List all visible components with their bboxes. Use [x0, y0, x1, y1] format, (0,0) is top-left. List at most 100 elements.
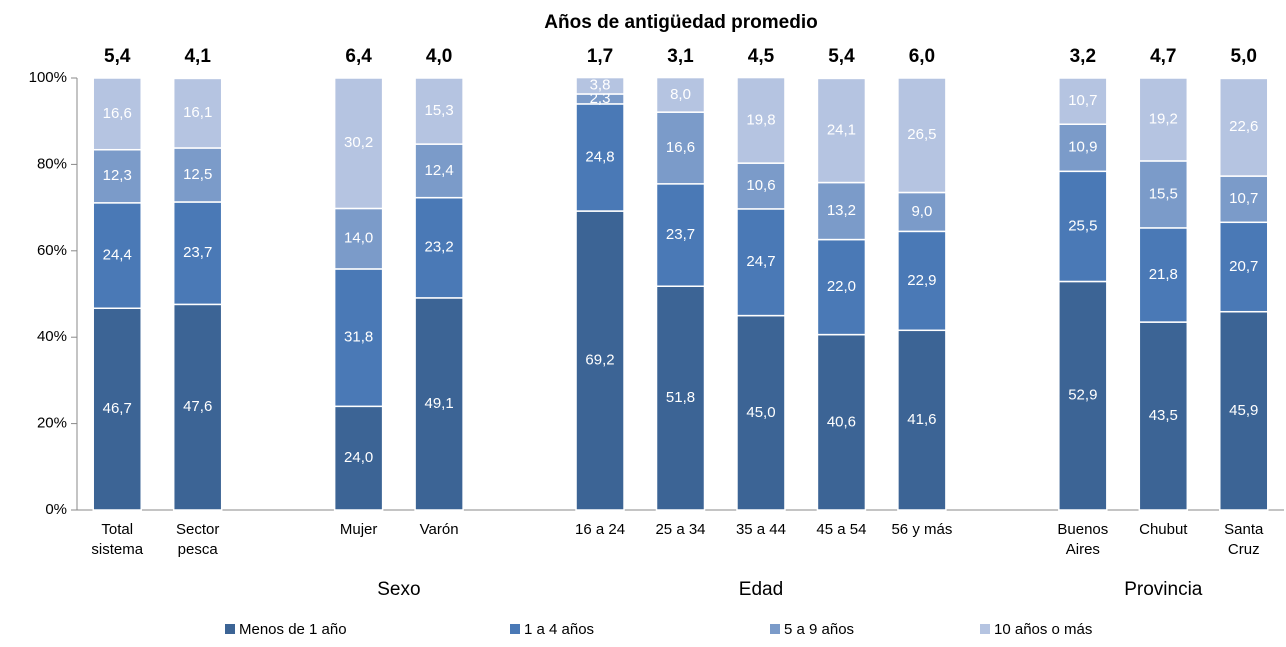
- bar-segment: [816, 77, 867, 184]
- value-label: 19,8: [746, 111, 775, 128]
- bar-segment: [92, 148, 142, 204]
- value-label: 20,7: [1229, 258, 1258, 275]
- value-label: 9,0: [911, 203, 932, 220]
- average-label: 5,0: [1231, 46, 1257, 67]
- bar-segment: [1058, 280, 1108, 511]
- bar-segment: [1138, 160, 1189, 229]
- x-tick-label: 56 y más: [891, 521, 952, 538]
- bar-segment: [414, 297, 464, 511]
- bar-segment: [897, 191, 947, 233]
- legend-swatch: [225, 624, 235, 634]
- bar-segment: [333, 268, 384, 408]
- value-label: 31,8: [344, 329, 373, 346]
- bar-segment: [172, 303, 223, 511]
- x-tick-label-line: Santa: [1224, 521, 1264, 538]
- legend-label: 5 a 9 años: [784, 621, 854, 638]
- bar-segment: [1138, 321, 1189, 511]
- value-label: 30,2: [344, 134, 373, 151]
- legend-swatch: [510, 624, 520, 634]
- x-tick-label: 25 a 34: [655, 521, 705, 538]
- bar-segment: [333, 207, 384, 270]
- value-label: 19,2: [1149, 110, 1178, 127]
- bar-segment: [736, 76, 786, 164]
- x-tick-label-line: Sector: [176, 521, 219, 538]
- value-label: 22,6: [1229, 118, 1258, 135]
- average-label: 3,2: [1070, 46, 1096, 67]
- average-label: 4,7: [1150, 46, 1176, 67]
- y-tick-label: 100%: [29, 69, 67, 86]
- bar-segment: [92, 202, 142, 310]
- x-tick-label: Sector pesca: [176, 521, 219, 558]
- bar-segment: [575, 210, 625, 511]
- value-label: 12,4: [424, 162, 453, 179]
- average-label: 5,4: [104, 46, 131, 67]
- value-label: 24,4: [103, 247, 132, 264]
- x-tick-label: Mujer: [340, 521, 378, 538]
- x-tick-label: 16 a 24: [575, 521, 625, 538]
- value-label: 24,8: [585, 148, 614, 165]
- value-label: 16,1: [183, 104, 212, 121]
- value-label: 46,7: [103, 400, 132, 417]
- value-label: 47,6: [183, 398, 212, 415]
- group-label: Edad: [739, 579, 783, 600]
- bar-segment: [414, 77, 464, 145]
- value-label: 12,5: [183, 166, 212, 183]
- value-label: 24,1: [827, 121, 856, 138]
- x-tick-label-line: Aires: [1066, 541, 1100, 558]
- value-label: 52,9: [1068, 387, 1097, 404]
- value-label: 23,7: [666, 226, 695, 243]
- legend-swatch: [770, 624, 780, 634]
- y-tick-label: 40%: [37, 328, 67, 345]
- bar-segment: [333, 77, 384, 210]
- bar-segment: [1219, 175, 1269, 224]
- x-tick-label: Chubut: [1139, 521, 1188, 538]
- legend-swatch: [980, 624, 990, 634]
- x-tick-label: Buenos Aires: [1057, 521, 1108, 558]
- group-label: Provincia: [1124, 579, 1203, 600]
- bar-segment: [655, 76, 706, 113]
- average-label: 3,1: [667, 46, 694, 67]
- legend-label: 10 años o más: [994, 621, 1092, 638]
- x-tick-label: Total sistema: [91, 521, 143, 558]
- bar-segment: [575, 76, 625, 95]
- bar-segment: [816, 333, 867, 511]
- value-label: 15,3: [424, 102, 453, 119]
- value-label: 16,6: [666, 139, 695, 156]
- average-label: 4,0: [426, 46, 452, 67]
- bar-segment: [816, 181, 867, 241]
- value-label: 51,8: [666, 389, 695, 406]
- bar-segment: [1058, 170, 1108, 283]
- value-label: 22,9: [907, 272, 936, 289]
- value-label: 15,5: [1149, 185, 1178, 202]
- legend-label: 1 a 4 años: [524, 621, 594, 638]
- y-tick-label: 60%: [37, 242, 67, 259]
- x-tick-label: Varón: [420, 521, 459, 538]
- bar-segment: [575, 103, 625, 212]
- bar-segment: [655, 111, 706, 185]
- x-tick-label-line: sistema: [91, 541, 143, 558]
- x-tick-label: Santa Cruz: [1224, 521, 1264, 558]
- value-label: 8,0: [670, 86, 691, 103]
- value-label: 24,0: [344, 449, 373, 466]
- bar-segment: [1138, 227, 1189, 323]
- bar-segment: [333, 405, 384, 511]
- bar-segment: [1219, 310, 1269, 511]
- average-label: 4,5: [748, 46, 775, 67]
- value-label: 10,6: [746, 177, 775, 194]
- average-label: 6,4: [345, 46, 372, 67]
- y-tick-label: 0%: [45, 501, 67, 518]
- value-label: 3,8: [590, 77, 611, 94]
- x-tick-label-line: Cruz: [1228, 541, 1260, 558]
- legend-label: Menos de 1 año: [239, 621, 347, 638]
- value-label: 25,5: [1068, 217, 1097, 234]
- x-tick-label-line: Buenos: [1057, 521, 1108, 538]
- value-label: 45,9: [1229, 402, 1258, 419]
- bar-segment: [736, 208, 786, 317]
- value-label: 21,8: [1149, 266, 1178, 283]
- value-label: 40,6: [827, 413, 856, 430]
- value-label: 14,0: [344, 230, 373, 247]
- value-label: 41,6: [907, 411, 936, 428]
- x-tick-label: 35 a 44: [736, 521, 786, 538]
- bar-segment: [897, 77, 947, 194]
